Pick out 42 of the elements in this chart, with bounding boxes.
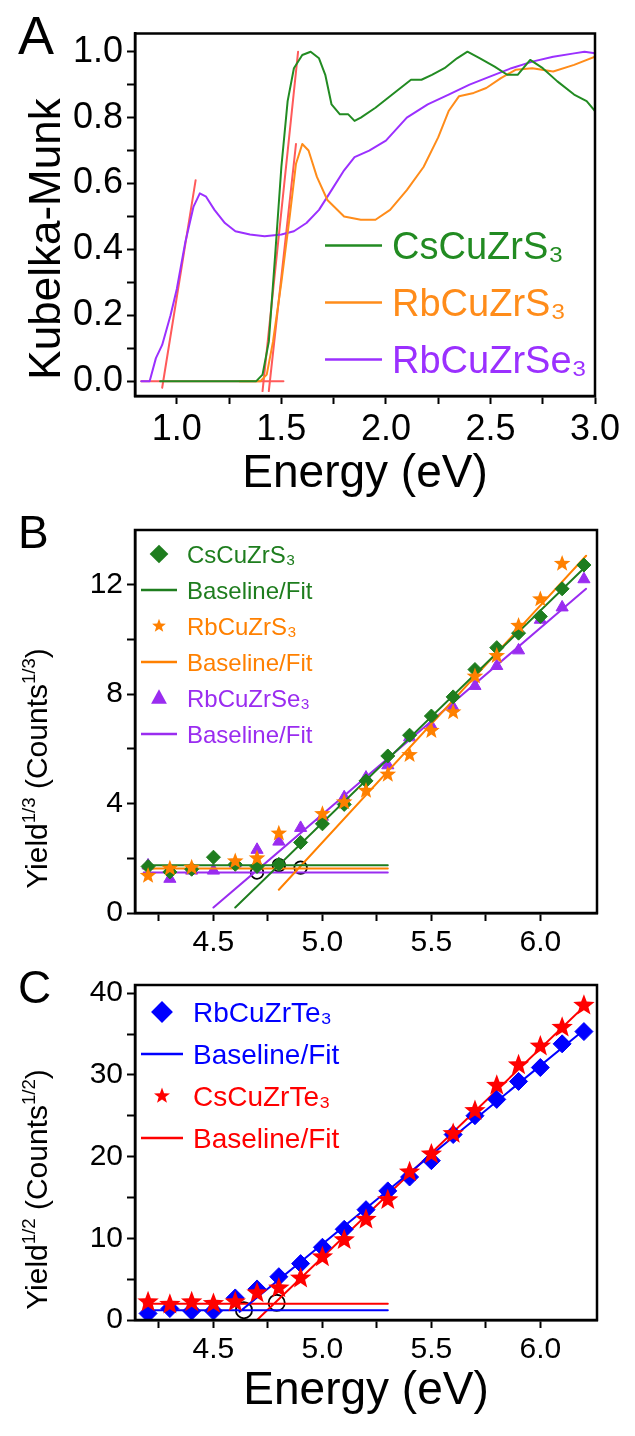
legend-label: Baseline/Fit <box>193 1123 340 1155</box>
y-tick-label: 0 <box>106 1301 123 1335</box>
legend-label: RbCuZrSe₃ <box>392 339 588 382</box>
legend-label: RbCuZrTe₃ <box>193 997 332 1029</box>
legend-label: Baseline/Fit <box>187 720 313 748</box>
y-tick-label: 20 <box>89 1137 123 1171</box>
y-tick-label: 8 <box>106 675 123 709</box>
x-tick-label: 4.5 <box>192 1331 235 1365</box>
legend-label: Baseline/Fit <box>193 1039 340 1071</box>
legend-label: Baseline/Fit <box>187 648 313 676</box>
y-tick-label: 0.0 <box>72 358 123 400</box>
x-tick-label: 4.5 <box>192 924 235 958</box>
y-tick-label: 12 <box>89 565 123 599</box>
y-tick-label: 10 <box>89 1219 123 1253</box>
y-tick-label: 0.4 <box>72 226 123 268</box>
legend-label: CsCuZrS₃ <box>392 225 564 268</box>
y-tick-label: 0.8 <box>72 94 123 136</box>
x-tick-label: 6.0 <box>519 924 562 958</box>
y-tick-label: 4 <box>106 784 123 818</box>
y-tick-label: 1.0 <box>72 28 123 70</box>
y-tick-label: 30 <box>89 1056 123 1090</box>
x-tick-label: 5.5 <box>410 924 453 958</box>
y-tick-label: 0.2 <box>72 292 123 334</box>
y-axis-title: Yield1/2 (Counts1/2) <box>18 1069 53 1310</box>
y-axis-title: Kubelka-Munk <box>20 97 70 380</box>
legend-label: RbCuZrSe₃ <box>187 684 311 712</box>
x-tick-label: 5.0 <box>301 924 344 958</box>
y-tick-label: 40 <box>89 974 123 1008</box>
x-tick-label: 3.0 <box>569 406 621 448</box>
legend-label: CsCuZrS₃ <box>187 540 296 568</box>
y-tick-label: 0 <box>106 894 123 928</box>
x-tick-label: 1.0 <box>151 406 202 448</box>
legend-label: RbCuZrS₃ <box>392 282 566 325</box>
legend-label: RbCuZrS₃ <box>187 612 297 640</box>
y-tick-label: 0.6 <box>72 160 123 202</box>
legend-label: Baseline/Fit <box>187 576 313 604</box>
y-axis-title: Yield1/3 (Counts1/3) <box>18 648 53 889</box>
text: A <box>18 4 55 65</box>
x-tick-label: 6.0 <box>519 1331 562 1365</box>
legend-label: CsCuZrTe₃ <box>193 1081 331 1113</box>
text: C <box>18 960 52 1013</box>
text: B <box>18 505 49 558</box>
